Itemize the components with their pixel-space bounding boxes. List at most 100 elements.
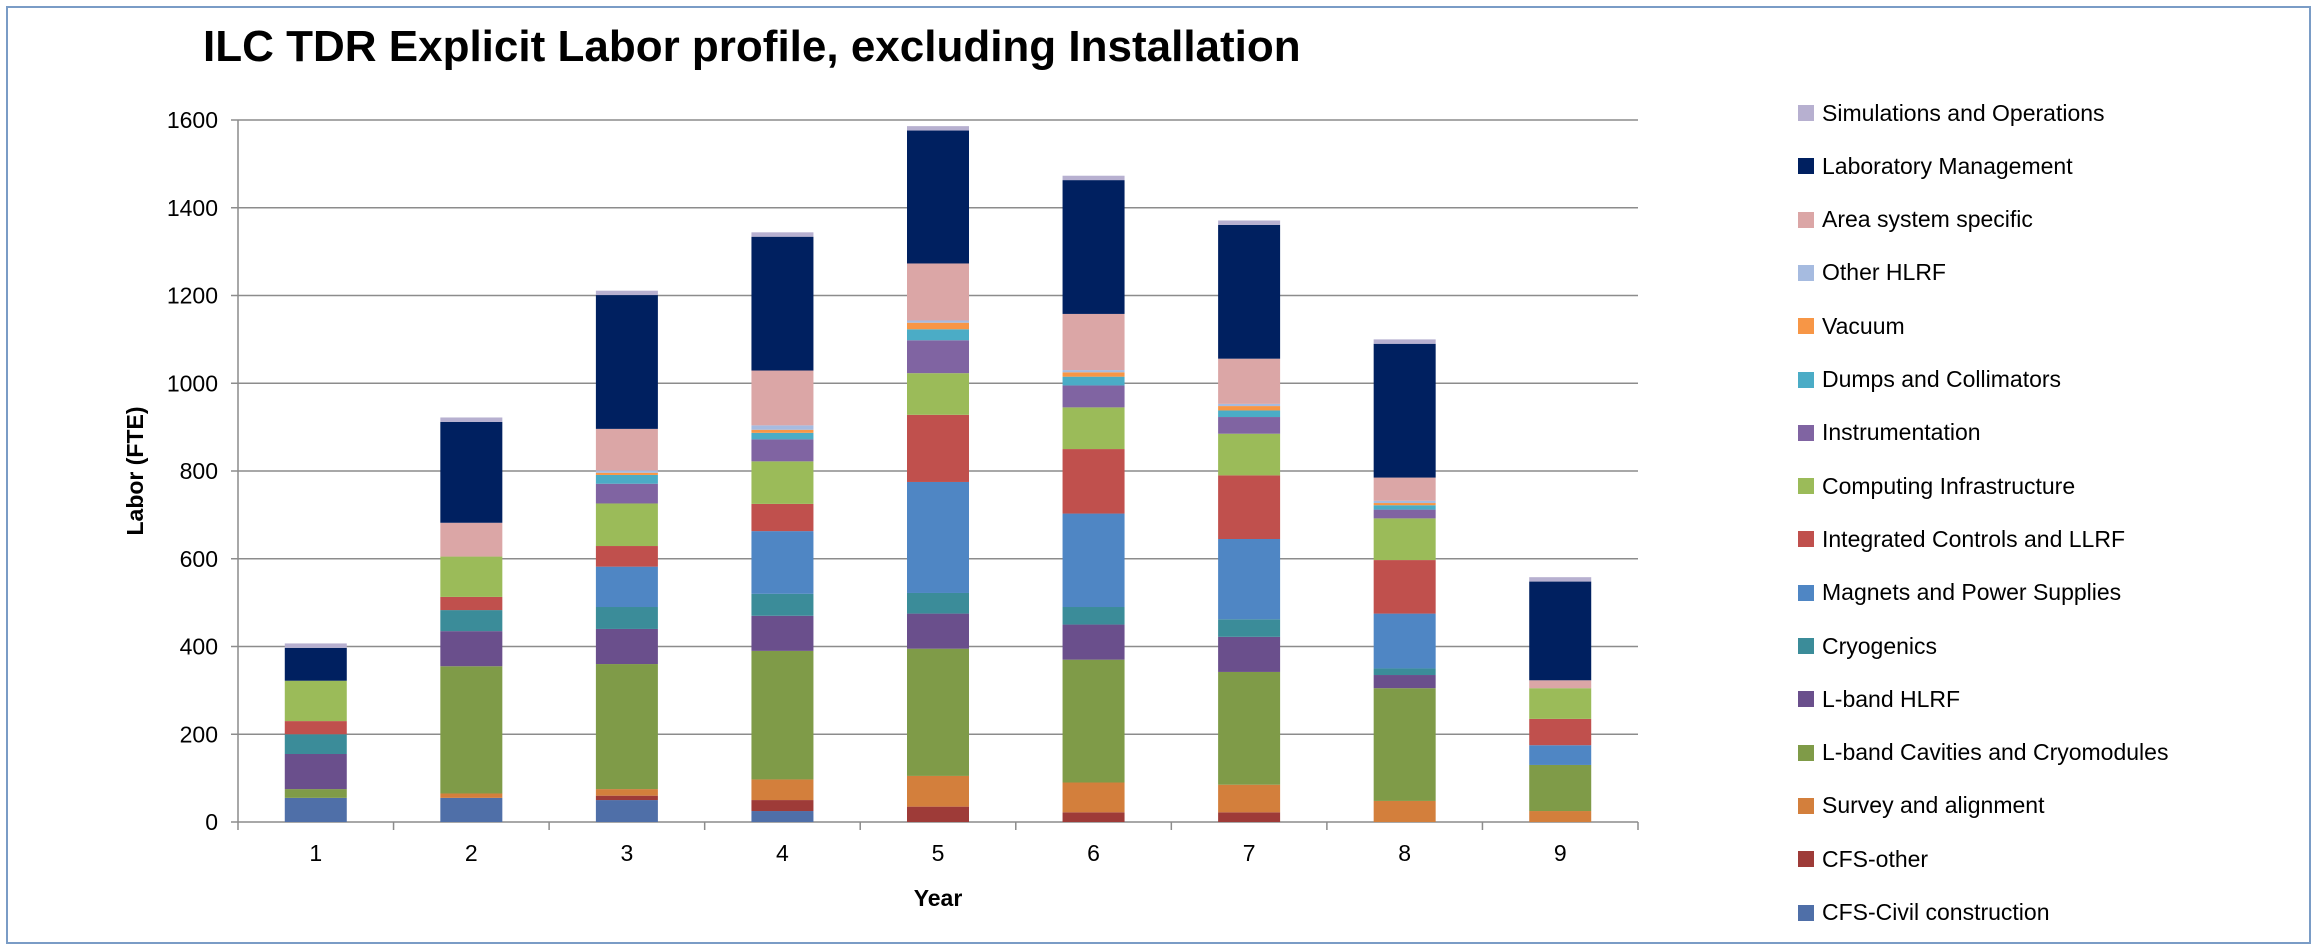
x-tick-label: 9: [1554, 840, 1567, 866]
bar-segment-computing-infrastructure: [751, 461, 814, 504]
bar-segment-survey-and-alignment: [1218, 784, 1281, 813]
bar-segment-computing-infrastructure: [284, 680, 347, 722]
legend-label: Simulations and Operations: [1822, 99, 2105, 126]
legend-item: Instrumentation: [1798, 418, 1981, 448]
bar-segment-integrated-controls-and-llrf: [1062, 449, 1125, 514]
bar-segment-cryogenics: [1062, 607, 1125, 625]
bar-segment-computing-infrastructure: [1529, 688, 1592, 719]
bar-segment-cfs-other: [595, 795, 658, 801]
legend-item: L-band HLRF: [1798, 684, 1960, 714]
legend-swatch: [1798, 584, 1814, 601]
bar-segment-l-band-cavities-and-cryomodules: [751, 650, 814, 780]
bar-segment-simulations-and-operations: [1062, 175, 1125, 181]
legend-swatch: [1798, 158, 1814, 175]
x-tick-label: 8: [1398, 840, 1411, 866]
legend-label: Other HLRF: [1822, 259, 1946, 286]
bar-segment-laboratory-management: [1062, 180, 1125, 314]
bar-segment-instrumentation: [1062, 385, 1125, 408]
bar-segment-magnets-and-power-supplies: [751, 531, 814, 594]
legend-swatch: [1798, 638, 1814, 654]
x-tick-label: 5: [932, 840, 945, 866]
bar-segment-other-hlrf: [1062, 370, 1125, 373]
legend-label: L-band Cavities and Cryomodules: [1822, 739, 2169, 766]
bar-segment-other-hlrf: [907, 320, 969, 323]
legend-label: Laboratory Management: [1822, 152, 2073, 179]
bar-segment-computing-infrastructure: [440, 556, 503, 597]
bar-segment-area-system-specific: [1062, 313, 1125, 371]
y-tick-label: 1400: [167, 195, 218, 221]
bar-segment-dumps-and-collimators: [1218, 410, 1281, 418]
legend-item: Laboratory Management: [1798, 151, 2073, 181]
bar-segment-cfs-other: [1218, 812, 1281, 822]
y-tick-label: 600: [180, 546, 218, 572]
legend-item: Vacuum: [1798, 311, 1905, 341]
bar-segment-survey-and-alignment: [595, 789, 658, 796]
bar-segment-dumps-and-collimators: [1373, 505, 1436, 510]
bar-segment-vacuum: [907, 322, 969, 330]
bar-segment-area-system-specific: [751, 370, 814, 426]
bar-segment-instrumentation: [751, 439, 814, 462]
legend-item: Cryogenics: [1798, 631, 1937, 661]
legend-item: CFS-Civil construction: [1798, 898, 2050, 928]
legend-swatch: [1798, 531, 1814, 548]
bar-segment-laboratory-management: [907, 130, 969, 264]
bar-segment-area-system-specific: [1529, 680, 1592, 689]
bar-segment-simulations-and-operations: [1373, 339, 1436, 344]
bar-segment-l-band-hlrf: [1062, 624, 1125, 660]
bar-segment-integrated-controls-and-llrf: [1529, 718, 1592, 746]
bar-segment-integrated-controls-and-llrf: [751, 503, 814, 532]
bar-segment-instrumentation: [595, 483, 658, 504]
bar-segment-other-hlrf: [1373, 500, 1436, 504]
y-tick-label: 0: [205, 809, 218, 835]
bar-segment-l-band-cavities-and-cryomodules: [907, 648, 969, 776]
bar-segment-cfs-other: [1062, 812, 1125, 822]
bar-segment-simulations-and-operations: [751, 232, 814, 237]
bar-segment-area-system-specific: [907, 263, 969, 321]
legend-swatch: [1798, 904, 1814, 921]
bar-segment-area-system-specific: [595, 428, 658, 471]
legend-swatch: [1798, 424, 1814, 441]
bar-segment-cfs-civil-construction: [440, 797, 503, 822]
legend-item: Dumps and Collimators: [1798, 365, 2061, 395]
bar-segment-dumps-and-collimators: [751, 432, 814, 440]
bar-segment-laboratory-management: [1529, 581, 1592, 681]
bar-segment-laboratory-management: [284, 647, 347, 681]
bar-segment-magnets-and-power-supplies: [1062, 513, 1125, 608]
bar-segment-area-system-specific: [1373, 477, 1436, 501]
legend-label: CFS-Civil construction: [1822, 899, 2050, 925]
bar-segment-area-system-specific: [1218, 358, 1281, 404]
bar-segment-dumps-and-collimators: [907, 329, 969, 341]
legend-item: Integrated Controls and LLRF: [1798, 524, 2125, 554]
bar-segment-cryogenics: [440, 610, 503, 632]
bar-segment-cryogenics: [595, 607, 658, 629]
y-tick-label: 1200: [167, 283, 218, 309]
bar-segment-instrumentation: [1373, 509, 1436, 519]
bar-segment-cfs-civil-construction: [751, 811, 814, 822]
y-tick-label: 400: [180, 634, 218, 660]
bar-segment-magnets-and-power-supplies: [1373, 613, 1436, 669]
legend-item: L-band Cavities and Cryomodules: [1798, 738, 2168, 768]
legend-swatch: [1798, 371, 1814, 388]
legend-item: Survey and alignment: [1798, 791, 2044, 821]
bar-segment-instrumentation: [1218, 417, 1281, 434]
bar-segment-integrated-controls-and-llrf: [595, 546, 658, 567]
x-tick-label: 2: [465, 840, 478, 866]
legend-item: Simulations and Operations: [1798, 98, 2105, 128]
bar-segment-vacuum: [1373, 503, 1436, 506]
legend-swatch: [1798, 105, 1814, 121]
legend-label: Vacuum: [1822, 312, 1905, 339]
bar-segment-simulations-and-operations: [440, 417, 503, 422]
x-tick-label: 3: [620, 840, 633, 866]
x-tick-label: 1: [309, 840, 322, 866]
bar-segment-laboratory-management: [1218, 224, 1281, 359]
bar-segment-l-band-cavities-and-cryomodules: [1529, 764, 1592, 812]
legend-swatch: [1798, 264, 1814, 281]
bar-segment-laboratory-management: [751, 236, 814, 371]
bar-segment-cryogenics: [1373, 668, 1436, 676]
bar-segment-computing-infrastructure: [595, 503, 658, 547]
bar-segment-magnets-and-power-supplies: [907, 481, 969, 593]
bar-segment-other-hlrf: [1218, 403, 1281, 407]
bar-segment-l-band-cavities-and-cryomodules: [595, 664, 658, 790]
bar-segment-vacuum: [751, 429, 814, 433]
